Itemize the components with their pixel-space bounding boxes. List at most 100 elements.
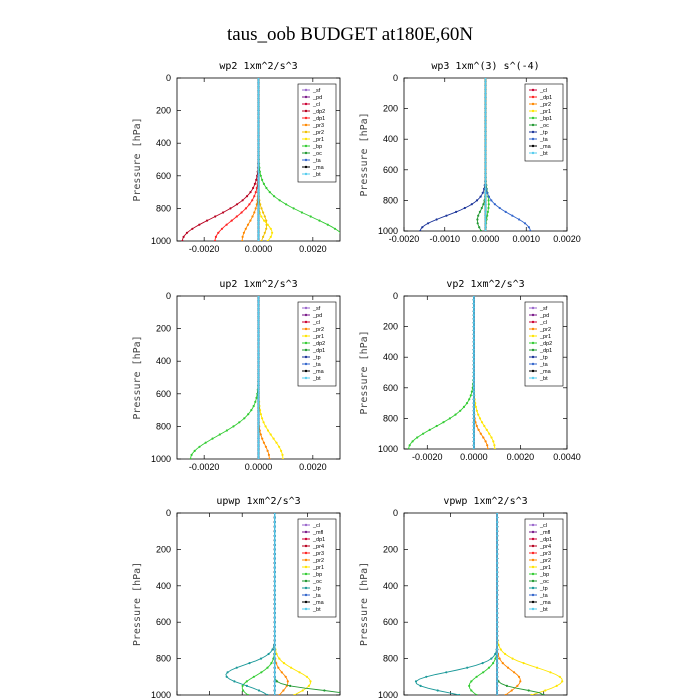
series-marker-pr1	[492, 440, 495, 443]
series-marker-bt	[496, 584, 499, 587]
series-marker-bt	[257, 319, 260, 322]
legend-marker	[531, 558, 535, 562]
series-marker-oc	[505, 684, 508, 688]
series-marker-bp	[261, 178, 264, 181]
legend-marker	[531, 355, 535, 359]
series-marker-pr2	[482, 436, 485, 439]
series-marker-pr2	[284, 675, 287, 678]
legend: _sf_pd_cl_dp2_dp1_pr3_pr2_pr1_bp_oc_ta_m…	[297, 83, 337, 183]
x-tick-label: 0.0040	[553, 452, 581, 462]
series-marker-bt	[257, 380, 260, 383]
series-marker-bt	[496, 680, 499, 683]
legend-marker	[531, 151, 535, 155]
series-marker-bt	[273, 652, 276, 656]
series-marker-bt	[257, 158, 260, 161]
legend-marker	[304, 137, 308, 141]
series-marker-bp	[270, 662, 273, 665]
series-marker-bt	[484, 168, 487, 171]
series-marker-tp	[425, 675, 428, 678]
legend-label: _pr1	[539, 565, 551, 571]
series-marker-pr2	[506, 666, 510, 669]
series-marker-ta	[487, 195, 490, 198]
series-marker-bt	[472, 398, 475, 401]
y-axis-label: Pressure [hPa]	[132, 117, 143, 201]
series-marker-bt	[472, 440, 475, 443]
series-marker-bt	[496, 648, 499, 651]
series-line-dp2	[190, 296, 259, 459]
legend-marker	[531, 600, 535, 604]
y-tick-label: 1000	[378, 690, 398, 700]
series-marker-bt	[257, 97, 260, 100]
series-marker-bt	[472, 329, 475, 332]
series-marker-bp	[262, 182, 265, 185]
x-tick-label: 0.0000	[472, 234, 500, 244]
legend-label: _dp1	[539, 95, 552, 101]
series-marker-dp1	[253, 195, 256, 198]
series-marker-bt	[257, 331, 260, 334]
series-marker-bt	[257, 105, 260, 108]
series-marker-oc	[479, 229, 483, 231]
series-marker-bp1	[487, 206, 490, 210]
series-marker-dp2	[422, 432, 425, 435]
y-tick-label: 200	[156, 544, 171, 554]
series-marker-pr2	[277, 666, 280, 669]
series-marker-pr3	[241, 235, 244, 238]
series-marker-pr2	[501, 662, 504, 665]
series-marker-tp	[259, 657, 263, 660]
legend-label: _pr1	[312, 334, 324, 340]
plot-frame	[176, 512, 341, 696]
legend-marker	[304, 123, 308, 127]
series-marker-pr1	[474, 405, 477, 408]
legend: _cl_mfl_dp1_pr4_pr3_pr2_pr1_bp_oc_tp_ta_…	[524, 518, 564, 618]
legend-label: _ma	[312, 600, 325, 606]
series-marker-bt	[496, 566, 499, 569]
series-marker-bt	[484, 218, 487, 221]
series-marker-bt	[496, 525, 499, 528]
series-marker-pr1	[281, 457, 284, 459]
series-marker-dp2	[214, 215, 217, 218]
series-marker-bt	[472, 367, 475, 370]
series-marker-bt	[484, 115, 487, 118]
series-marker-bt	[484, 84, 487, 87]
series-marker-bt	[484, 210, 487, 213]
legend-label: _cl	[312, 320, 320, 326]
series-marker-bt	[273, 657, 276, 660]
series-line-pr2	[274, 513, 289, 695]
series-marker-bt	[257, 372, 260, 375]
legend-marker	[531, 144, 535, 148]
series-marker-bt	[484, 203, 487, 206]
series-marker-dp2	[462, 405, 466, 408]
y-tick-label: 600	[383, 165, 398, 175]
legend-label: _ma	[312, 165, 325, 171]
series-marker-pr1	[485, 428, 488, 431]
legend-label: _tp	[312, 586, 321, 592]
series-marker-dp2	[222, 211, 225, 214]
series-marker-bt	[496, 693, 499, 695]
series-marker-bt	[257, 413, 260, 416]
legend: _sf_pd_cl_pr2_pr1_dp2_dp1_tp_ta_ma_bt	[524, 301, 564, 387]
series-marker-bt	[484, 107, 487, 110]
legend: _cl_dp1_pr2_pr1_bp1_oc_tp_ta_ma_bt	[524, 83, 564, 162]
y-tick-label: 0	[166, 508, 171, 518]
legend-label: _ta	[312, 593, 322, 599]
series-marker-pr1	[561, 680, 564, 683]
series-marker-pr3	[251, 215, 254, 218]
panels: wp2 1xm^2/s^3 Pressure [hPa] 0 200 400 600 800…	[132, 61, 581, 700]
legend-label: _bp	[539, 572, 549, 578]
series-marker-bt	[273, 548, 276, 551]
series-marker-bt	[496, 516, 499, 519]
series-marker-pr1	[307, 684, 310, 688]
x-tick-label: 0.0020	[299, 462, 327, 472]
series-marker-dp2	[407, 447, 410, 449]
series-marker-ta	[523, 222, 527, 225]
series-marker-bt	[257, 368, 260, 371]
series-marker-bt	[496, 530, 499, 533]
series-marker-dp2	[211, 437, 214, 440]
series-marker-dp2	[470, 390, 473, 393]
series-marker-pr2	[474, 421, 477, 424]
series-marker-bt	[273, 643, 276, 647]
series-marker-tp	[245, 684, 248, 688]
series-marker-tp	[445, 671, 448, 674]
series-marker-pr2	[475, 424, 478, 428]
series-marker-bt	[484, 134, 487, 137]
